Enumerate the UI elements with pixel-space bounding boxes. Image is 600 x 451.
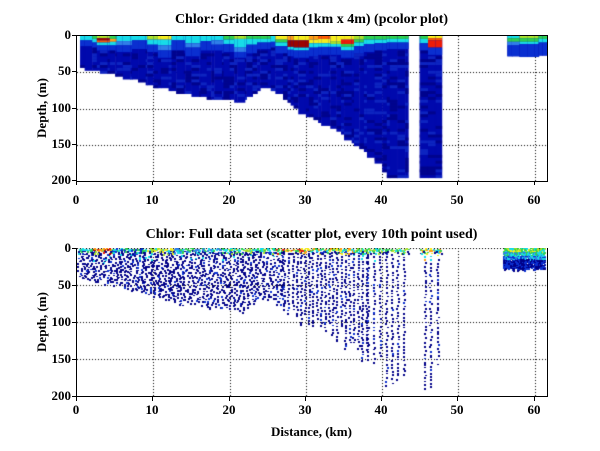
- x-tick-label: 60: [527, 402, 541, 417]
- scatter-plot-title: Chlor: Full data set (scatter plot, ever…: [145, 227, 478, 242]
- y-tick-label: 0: [64, 27, 72, 42]
- y-tick-label: 200: [51, 388, 72, 403]
- y-tick-mark: [72, 322, 76, 323]
- x-tick-label: 0: [72, 402, 80, 417]
- y-tick-mark: [72, 396, 76, 397]
- x-tick-mark: [76, 181, 77, 185]
- x-tick-label: 10: [145, 192, 159, 207]
- y-tick-mark: [72, 144, 76, 145]
- y-tick-mark: [72, 108, 76, 109]
- y-tick-mark: [72, 359, 76, 360]
- x-tick-mark: [381, 397, 382, 401]
- x-tick-label: 0: [72, 192, 80, 207]
- x-tick-mark: [76, 397, 77, 401]
- y-tick-mark: [72, 285, 76, 286]
- x-tick-mark: [534, 181, 535, 185]
- y-tick-label: 100: [51, 314, 72, 329]
- y-tick-label: 100: [51, 100, 72, 115]
- x-tick-mark: [229, 181, 230, 185]
- x-tick-mark: [457, 397, 458, 401]
- y-tick-label: 50: [58, 63, 71, 78]
- scatter-plot: [76, 248, 548, 397]
- x-tick-mark: [229, 397, 230, 401]
- y-tick-mark: [72, 248, 76, 249]
- x-tick-label: 30: [298, 192, 312, 207]
- pcolor-canvas: [77, 36, 547, 181]
- x-tick-label: 30: [298, 402, 312, 417]
- x-tick-mark: [381, 181, 382, 185]
- y-tick-mark: [72, 180, 76, 181]
- distance-axis-label: Distance, (km): [271, 424, 352, 439]
- x-tick-label: 60: [527, 192, 541, 207]
- y-tick-mark: [72, 71, 76, 72]
- x-tick-label: 40: [374, 192, 388, 207]
- gridded-pcolor-plot: [76, 35, 548, 182]
- x-tick-label: 20: [222, 402, 236, 417]
- x-tick-mark: [457, 181, 458, 185]
- x-tick-mark: [305, 397, 306, 401]
- x-tick-label: 10: [145, 402, 159, 417]
- x-tick-label: 40: [374, 402, 388, 417]
- x-tick-mark: [152, 181, 153, 185]
- x-tick-label: 50: [450, 192, 464, 207]
- y-tick-label: 150: [51, 136, 72, 151]
- x-tick-label: 50: [450, 402, 464, 417]
- x-tick-label: 20: [222, 192, 236, 207]
- pcolor-plot-title: Chlor: Gridded data (1km x 4m) (pcolor p…: [174, 12, 449, 27]
- x-tick-mark: [152, 397, 153, 401]
- x-tick-mark: [305, 181, 306, 185]
- y-tick-label: 200: [51, 172, 72, 187]
- y-tick-label: 150: [51, 351, 72, 366]
- y-tick-mark: [72, 35, 76, 36]
- scatter-canvas: [77, 248, 547, 396]
- x-tick-mark: [534, 397, 535, 401]
- y-tick-label: 0: [64, 240, 72, 255]
- y-tick-label: 50: [58, 277, 71, 292]
